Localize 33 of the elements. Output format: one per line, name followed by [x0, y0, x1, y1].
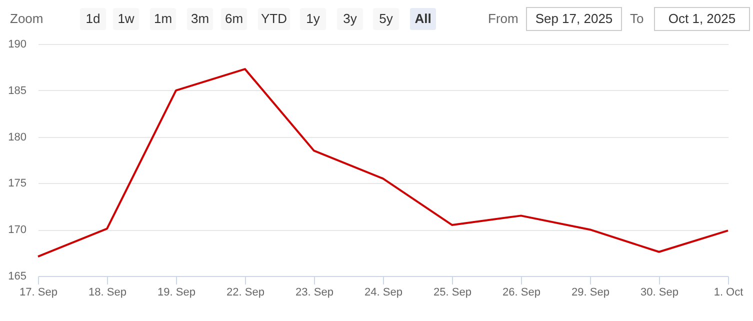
y-tick-label: 180: [8, 131, 26, 144]
text: 3y: [337, 8, 363, 30]
x-tick-label: 18. Sep: [88, 286, 126, 298]
text: All: [410, 8, 436, 30]
text: Zoom: [10, 10, 44, 28]
text: 1m: [150, 8, 176, 30]
text: 1y: [300, 8, 326, 30]
text: YTD: [258, 8, 290, 30]
x-tick-label: 26. Sep: [502, 286, 540, 298]
y-tick-label: 185: [8, 84, 26, 97]
x-tick-label: 22. Sep: [226, 286, 264, 298]
x-tick-label: 17. Sep: [20, 286, 58, 298]
text: 1w: [113, 8, 139, 30]
text: 3m: [187, 8, 213, 30]
text: 5y: [373, 8, 399, 30]
y-tick-label: 170: [8, 224, 26, 236]
x-tick-label: 30. Sep: [640, 286, 678, 298]
text: To: [630, 10, 644, 28]
text: Sep 17, 2025: [526, 7, 622, 31]
text: Oct 1, 2025: [654, 7, 750, 31]
x-tick-label: 24. Sep: [364, 286, 402, 298]
x-tick-label: 1. Oct: [714, 286, 744, 298]
y-tick-label: 165: [8, 270, 26, 282]
x-tick-label: 23. Sep: [296, 286, 334, 298]
x-tick-label: 29. Sep: [572, 286, 610, 298]
x-tick-label: 19. Sep: [158, 286, 196, 298]
line-series: [37, 68, 729, 258]
text: 1d: [80, 8, 106, 30]
y-tick-label: 190: [8, 38, 26, 50]
text: 6m: [221, 8, 247, 30]
x-tick-label: 25. Sep: [434, 286, 472, 298]
text: From: [488, 10, 518, 28]
y-tick-label: 175: [8, 178, 26, 190]
